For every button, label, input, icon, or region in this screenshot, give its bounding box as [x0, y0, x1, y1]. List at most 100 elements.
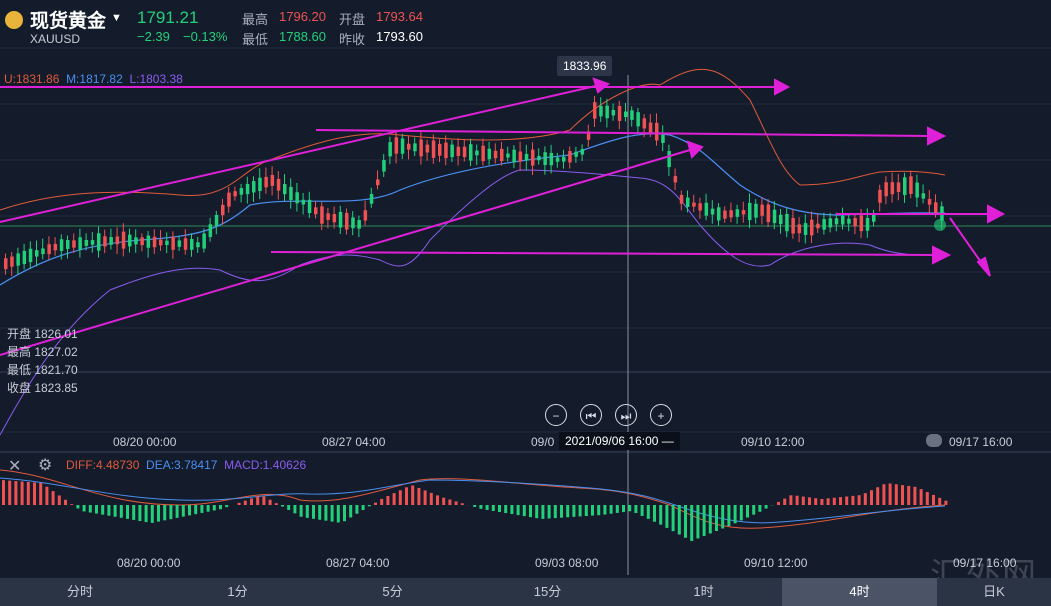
macd-bar — [863, 493, 867, 505]
candle-body — [53, 243, 58, 251]
chevron-down-icon[interactable]: ▼ — [111, 12, 122, 24]
candle-body — [791, 217, 795, 234]
macd-bar — [913, 486, 917, 505]
candle-body — [586, 131, 591, 140]
candle-body — [555, 157, 560, 162]
candle-body — [717, 207, 721, 221]
tab-1min[interactable]: 1分 — [227, 584, 248, 599]
macd-bar — [157, 505, 160, 522]
tab-daily[interactable]: 日K — [983, 584, 1005, 599]
macd-bar — [560, 505, 563, 518]
candle-body — [704, 202, 709, 216]
macd-bar — [175, 505, 179, 518]
macd-bar — [374, 502, 377, 505]
macd-bar — [343, 505, 346, 522]
tab-fenshi[interactable]: 分时 — [66, 584, 93, 599]
macd-bar — [777, 501, 780, 505]
candle-body — [493, 150, 498, 159]
candle-body — [227, 192, 231, 207]
ohlc-close: 收盘 1823.85 — [7, 381, 78, 395]
candle-body — [754, 203, 758, 218]
candle-body — [487, 148, 492, 160]
candle-body — [779, 214, 783, 225]
candle-body — [903, 177, 907, 196]
macd-bar — [2, 480, 5, 505]
candle-body — [450, 144, 454, 158]
macd-bar — [888, 483, 892, 505]
zoom-in-button[interactable]: + — [650, 404, 672, 426]
macd-bar — [26, 482, 30, 505]
macd-bar — [615, 505, 619, 513]
candle-body — [400, 138, 405, 154]
macd-bar — [268, 499, 272, 505]
macd-bar — [901, 485, 904, 505]
candle-body — [438, 143, 442, 156]
macd-bar — [832, 497, 836, 505]
macd-bar — [386, 496, 390, 505]
candle-body — [872, 214, 876, 222]
macd-bar — [8, 480, 12, 505]
candle-body — [859, 215, 864, 232]
gear-icon[interactable]: ⚙ — [38, 457, 53, 474]
macd-bar — [603, 505, 607, 515]
tab-4h[interactable]: 4时 — [782, 578, 937, 606]
candle-body — [686, 197, 690, 207]
price-change: −2.39 — [137, 29, 170, 44]
candle-body — [896, 182, 901, 192]
macd-bar — [82, 505, 86, 512]
macd-bar — [181, 505, 185, 517]
candle-body — [642, 118, 647, 129]
candle-body — [376, 179, 380, 186]
macd-bar — [932, 494, 935, 505]
macd-bar — [64, 499, 67, 505]
instrument-title[interactable]: 现货黄金 — [30, 11, 107, 32]
candle-body — [159, 239, 163, 246]
candle-body — [28, 248, 33, 263]
candle-body — [394, 137, 399, 154]
candle-body — [84, 239, 89, 246]
candle-body — [617, 106, 622, 121]
candle-body — [307, 199, 312, 214]
candle-body — [72, 240, 76, 248]
macd-bar — [541, 505, 545, 519]
macd-bar — [907, 485, 911, 505]
macd-bar — [727, 505, 731, 527]
macd-bar — [126, 505, 129, 519]
macd-bar — [113, 505, 117, 517]
zoom-out-button[interactable]: − — [545, 404, 567, 426]
macd-bar — [70, 504, 74, 505]
candle-body — [41, 248, 45, 255]
macd-bar — [584, 505, 588, 517]
macd-bar — [380, 498, 384, 505]
candle-body — [673, 176, 678, 183]
macd-bar — [101, 505, 105, 515]
macd-bar — [188, 505, 191, 516]
macd-bar — [783, 498, 787, 505]
candle-body — [518, 151, 523, 162]
candle-body — [320, 206, 324, 224]
candle-body — [239, 188, 244, 195]
toggle-icon[interactable] — [926, 434, 942, 447]
x-tick: 08/20 00:00 — [113, 435, 177, 449]
candle-body — [140, 237, 144, 246]
macd-bar — [138, 505, 142, 522]
macd-bar — [684, 505, 687, 538]
macd-bar — [529, 505, 532, 518]
macd-bar — [665, 505, 669, 528]
prev-button[interactable]: ⏮ — [580, 404, 602, 426]
next-button[interactable]: ⏭ — [615, 404, 637, 426]
candle-body — [710, 208, 715, 215]
candle-body — [890, 182, 895, 195]
close-icon[interactable]: ✕ — [8, 458, 22, 475]
candle-body — [475, 150, 479, 156]
tab-5min[interactable]: 5分 — [382, 584, 403, 599]
macd-bar — [460, 503, 464, 505]
candle-body — [537, 155, 541, 161]
macd-bar — [845, 496, 849, 505]
candle-body — [190, 238, 194, 250]
macd-bar — [553, 505, 557, 519]
tab-15min[interactable]: 15分 — [533, 584, 562, 599]
macd-bar — [609, 505, 613, 514]
tab-1h[interactable]: 1时 — [693, 584, 714, 599]
